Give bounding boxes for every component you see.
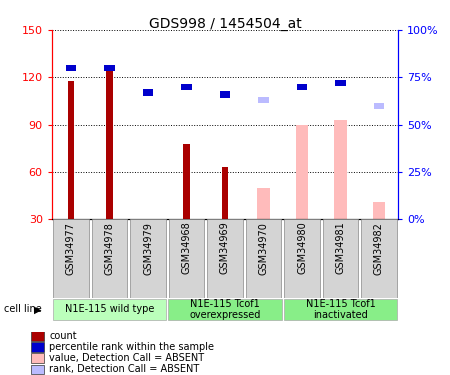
Bar — [53, 298, 166, 320]
Bar — [257, 188, 270, 219]
Text: ▶: ▶ — [34, 304, 41, 314]
Bar — [297, 84, 307, 90]
Text: N1E-115 wild type: N1E-115 wild type — [65, 304, 154, 314]
Bar — [31, 364, 44, 374]
Bar — [183, 144, 190, 219]
Bar — [66, 65, 76, 71]
Text: GSM34982: GSM34982 — [374, 222, 384, 274]
Bar — [335, 80, 346, 86]
Bar — [168, 298, 282, 320]
Bar — [334, 120, 347, 219]
Bar — [68, 81, 74, 219]
Bar — [143, 89, 153, 96]
Bar — [258, 97, 269, 103]
Bar — [31, 342, 44, 352]
Bar — [284, 219, 319, 298]
Text: GSM34977: GSM34977 — [66, 222, 76, 275]
Bar — [374, 103, 384, 109]
Text: GSM34968: GSM34968 — [181, 222, 192, 274]
Bar — [296, 124, 308, 219]
Bar — [31, 353, 44, 363]
Bar — [92, 219, 127, 298]
Text: N1E-115 Tcof1
inactivated: N1E-115 Tcof1 inactivated — [306, 298, 375, 320]
Text: GSM34980: GSM34980 — [297, 222, 307, 274]
Text: GSM34970: GSM34970 — [258, 222, 269, 274]
Bar — [130, 219, 166, 298]
Text: GSM34969: GSM34969 — [220, 222, 230, 274]
Text: count: count — [50, 331, 77, 341]
Text: GDS998 / 1454504_at: GDS998 / 1454504_at — [148, 17, 302, 31]
Bar — [284, 298, 397, 320]
Text: cell line: cell line — [4, 304, 42, 314]
Bar — [220, 91, 230, 98]
Text: GSM34981: GSM34981 — [336, 222, 346, 274]
Text: percentile rank within the sample: percentile rank within the sample — [50, 342, 214, 352]
Bar — [169, 219, 204, 298]
Bar — [53, 219, 89, 298]
Bar — [31, 331, 44, 340]
Text: N1E-115 Tcof1
overexpressed: N1E-115 Tcof1 overexpressed — [189, 298, 261, 320]
Text: GSM34978: GSM34978 — [104, 222, 114, 274]
Bar — [207, 219, 243, 298]
Bar — [106, 68, 113, 219]
Bar — [246, 219, 281, 298]
Bar — [221, 167, 229, 219]
Text: GSM34979: GSM34979 — [143, 222, 153, 274]
Bar — [104, 65, 115, 71]
Bar — [373, 202, 385, 219]
Bar — [323, 219, 358, 298]
Bar — [361, 219, 397, 298]
Bar — [181, 84, 192, 90]
Text: value, Detection Call = ABSENT: value, Detection Call = ABSENT — [50, 353, 205, 363]
Text: rank, Detection Call = ABSENT: rank, Detection Call = ABSENT — [50, 364, 200, 374]
